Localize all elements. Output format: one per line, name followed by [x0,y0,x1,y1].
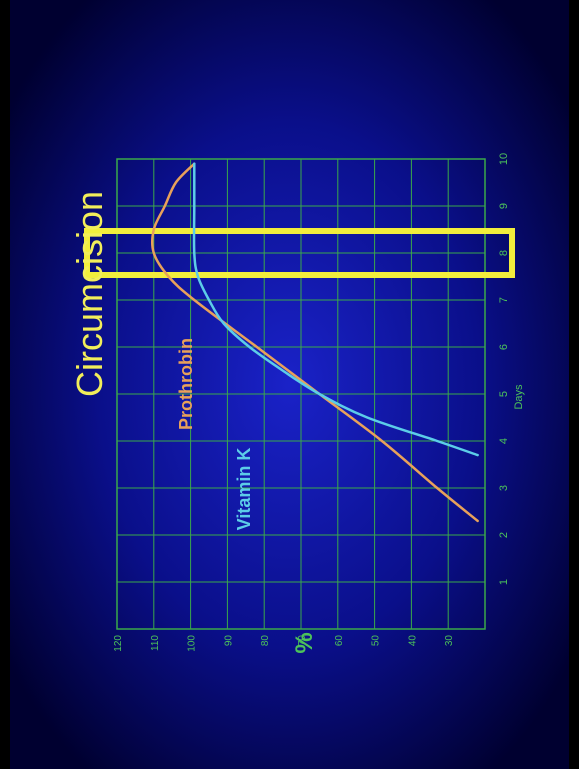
x-tick-label: 9 [498,203,510,209]
series-layer [150,162,479,523]
y-tick-label: 120 [113,635,124,652]
x-tick-label: 3 [498,485,510,491]
y-axis-label: % [291,632,318,653]
y-tick-label: 40 [407,635,418,647]
x-tick-label: 7 [498,297,510,303]
x-tick-label: 2 [498,532,510,538]
y-tick-label: 60 [334,635,345,647]
x-tick-label: 10 [498,153,510,165]
series-line-vitamin-k [192,162,479,457]
grid [116,158,486,630]
y-tick-label: 90 [223,635,234,647]
rotated-chart-group: 1 2 3 4 5 6 7 8 9 10 120 110 100 90 80 70 60 50 40 30 Circ… [69,153,525,654]
y-tick-label: 30 [444,635,455,647]
x-tick-label: 8 [498,250,510,256]
y-tick-label: 50 [371,635,382,647]
y-tick-label: 80 [260,635,271,647]
y-tick-label: 70 [297,635,308,647]
y-tick-label: 100 [187,635,198,652]
x-axis-label: Days [513,384,525,410]
series-line-prothrobin [150,162,479,523]
chart-title: Circumcision [69,191,110,397]
x-tick-label: 4 [498,438,510,444]
slide-background [10,0,569,769]
highlight-box [84,228,515,278]
y-tick-labels: 120 110 100 90 80 70 60 50 40 30 [113,635,455,652]
x-tick-labels: 1 2 3 4 5 6 7 8 9 10 [498,153,510,585]
y-tick-label: 110 [150,635,161,651]
x-tick-label: 6 [498,344,510,350]
series-label-prothrobin: Prothrobin [176,338,196,430]
series-label-vitamin-k: Vitamin K [234,448,254,531]
x-tick-label: 1 [498,579,510,585]
x-tick-label: 5 [498,391,510,397]
highlight-layer [84,228,515,278]
